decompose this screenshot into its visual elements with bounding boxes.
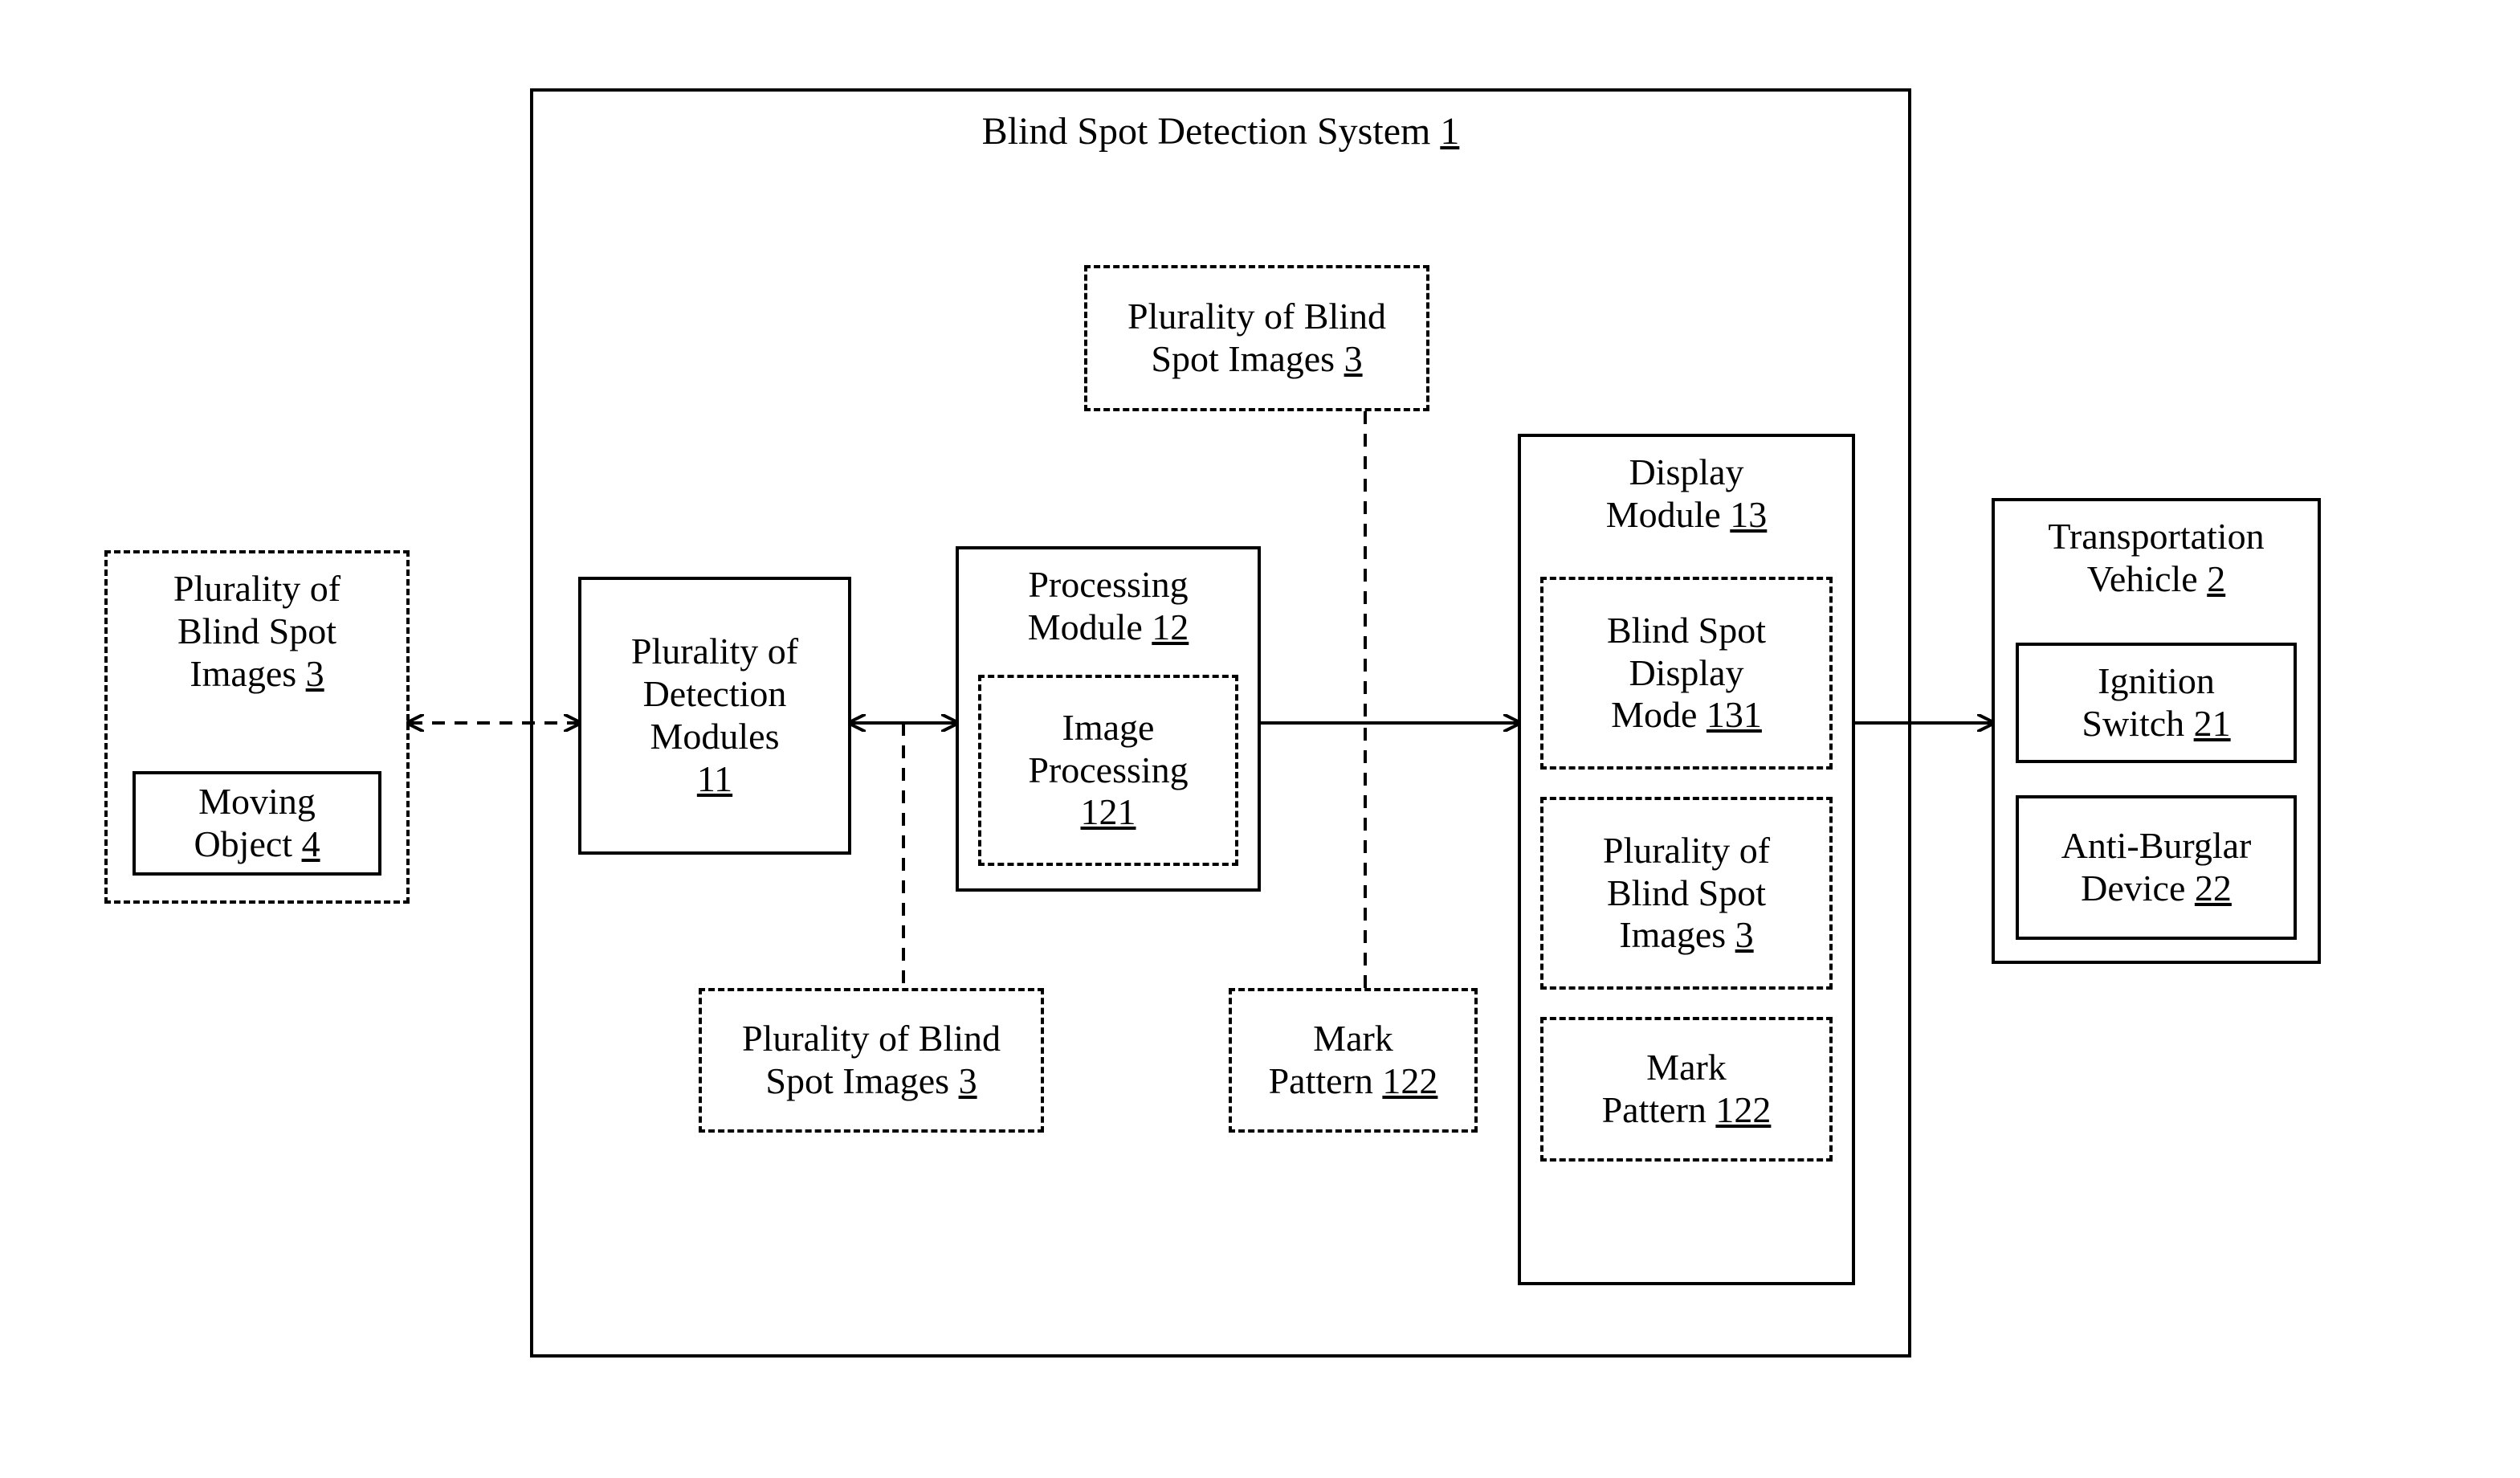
label-ignition: Ignition Switch 21 xyxy=(2082,660,2230,745)
node-moving-object: Moving Object 4 xyxy=(133,771,381,876)
label-processing: Processing Module 12 xyxy=(1028,564,1189,649)
text: Object xyxy=(194,823,292,864)
node-detection: Plurality of Detection Modules 11 xyxy=(578,577,851,855)
text: Vehicle xyxy=(2087,558,2198,599)
text: Plurality of xyxy=(1603,830,1770,871)
text: Plurality of xyxy=(631,631,798,672)
ref: 3 xyxy=(306,653,324,694)
label-display-mark: Mark Pattern 122 xyxy=(1602,1047,1772,1132)
text: Device xyxy=(2081,868,2185,908)
text: Ignition xyxy=(2098,660,2215,701)
label-display-images: Plurality of Blind Spot Images 3 xyxy=(1603,830,1770,957)
text: Mode xyxy=(1611,694,1697,735)
ref: 12 xyxy=(1152,606,1189,647)
node-display-mode: Blind Spot Display Mode 131 xyxy=(1540,577,1833,770)
node-mark-pattern-flow: Mark Pattern 122 xyxy=(1229,988,1478,1133)
text: Display xyxy=(1629,652,1743,693)
text: Blind Spot xyxy=(1607,872,1766,913)
text: Pattern xyxy=(1269,1060,1373,1101)
node-top-images: Plurality of Blind Spot Images 3 xyxy=(1084,265,1429,411)
label-system: Blind Spot Detection System 1 xyxy=(982,109,1460,153)
ref: 122 xyxy=(1715,1089,1771,1130)
text: Plurality of Blind xyxy=(742,1018,1001,1059)
text: Processing xyxy=(1028,564,1188,605)
text: Image xyxy=(1062,707,1155,748)
ref: 122 xyxy=(1382,1060,1437,1101)
text: Plurality of Blind xyxy=(1127,296,1386,337)
node-bottom-images: Plurality of Blind Spot Images 3 xyxy=(699,988,1044,1133)
text: Spot Images xyxy=(765,1060,949,1101)
label-top-images: Plurality of Blind Spot Images 3 xyxy=(1127,296,1386,381)
ref: 3 xyxy=(1735,914,1754,955)
text: Anti-Burglar xyxy=(2061,825,2252,866)
text: Blind Spot Detection System xyxy=(982,110,1431,153)
text: Display xyxy=(1629,451,1743,492)
text: Detection xyxy=(643,673,787,714)
label-image-processing: Image Processing 121 xyxy=(1028,707,1188,835)
label-detection: Plurality of Detection Modules 11 xyxy=(631,631,798,801)
label-mark-pattern-flow: Mark Pattern 122 xyxy=(1269,1018,1438,1103)
label-antiburglar: Anti-Burglar Device 22 xyxy=(2061,825,2252,910)
node-image-processing: Image Processing 121 xyxy=(978,675,1238,866)
text: Switch xyxy=(2082,703,2184,744)
ref: 21 xyxy=(2194,703,2231,744)
ref: 131 xyxy=(1707,694,1762,735)
text: Plurality of xyxy=(173,568,340,609)
ref: 22 xyxy=(2195,868,2232,908)
label-outer-images: Plurality of Blind Spot Images 3 xyxy=(173,568,340,696)
node-display-mark: Mark Pattern 122 xyxy=(1540,1017,1833,1162)
label-bottom-images: Plurality of Blind Spot Images 3 xyxy=(742,1018,1001,1103)
ref: 3 xyxy=(959,1060,977,1101)
ref: 11 xyxy=(697,758,732,799)
text: Images xyxy=(190,653,296,694)
text: Module xyxy=(1028,606,1143,647)
text: Mark xyxy=(1646,1047,1727,1088)
node-antiburglar: Anti-Burglar Device 22 xyxy=(2016,795,2297,940)
text: Blind Spot xyxy=(1607,610,1766,651)
ref: 4 xyxy=(302,823,320,864)
label-moving-object: Moving Object 4 xyxy=(194,781,320,866)
text: Pattern xyxy=(1602,1089,1707,1130)
node-display-images: Plurality of Blind Spot Images 3 xyxy=(1540,797,1833,990)
ref: 121 xyxy=(1080,791,1136,832)
text: Blind Spot xyxy=(177,610,336,651)
ref: 1 xyxy=(1440,110,1459,153)
text: Images xyxy=(1619,914,1726,955)
node-ignition: Ignition Switch 21 xyxy=(2016,643,2297,763)
text: Modules xyxy=(650,716,779,757)
text: Processing xyxy=(1028,749,1188,790)
text: Spot Images xyxy=(1151,338,1335,379)
text: Transportation xyxy=(2048,516,2264,557)
ref: 13 xyxy=(1730,494,1767,535)
ref: 3 xyxy=(1344,338,1363,379)
label-display: Display Module 13 xyxy=(1606,451,1768,537)
text: Moving xyxy=(198,781,316,822)
ref: 2 xyxy=(2207,558,2225,599)
text: Mark xyxy=(1313,1018,1393,1059)
label-vehicle: Transportation Vehicle 2 xyxy=(2048,516,2264,601)
text: Module xyxy=(1606,494,1721,535)
label-display-mode: Blind Spot Display Mode 131 xyxy=(1607,610,1766,737)
